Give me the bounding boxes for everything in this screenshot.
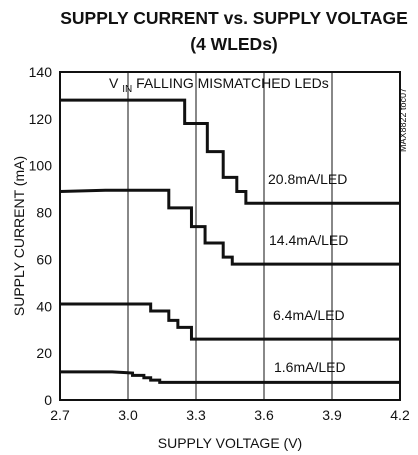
x-tick-label: 3.3 xyxy=(186,407,206,423)
y-tick-label: 40 xyxy=(36,298,52,314)
y-tick-label: 120 xyxy=(29,111,53,127)
main-annotation-suffix: FALLING MISMATCHED LEDs xyxy=(136,75,329,91)
y-tick-label: 0 xyxy=(44,392,52,408)
series-labels: 20.8mA/LED 14.4mA/LED 6.4mA/LED 1.6mA/LED xyxy=(268,171,348,375)
y-tick-label: 80 xyxy=(36,205,52,221)
x-tick-label: 2.7 xyxy=(50,407,70,423)
y-axis-title: SUPPLY CURRENT (mA) xyxy=(11,156,27,316)
series-label-3: 6.4mA/LED xyxy=(273,307,345,323)
series-label-1: 20.8mA/LED xyxy=(268,171,347,187)
series-layer xyxy=(59,98,400,384)
plot-frame xyxy=(59,71,401,401)
figure-id: MAX8822 toc07 xyxy=(398,88,408,152)
x-tick-label: 3.0 xyxy=(118,407,138,423)
series-line-1 xyxy=(60,98,400,205)
series-label-4: 1.6mA/LED xyxy=(274,359,346,375)
series-line-2 xyxy=(59,188,400,266)
x-ticks: 2.7 3.0 3.3 3.6 3.9 4.2 xyxy=(50,407,410,423)
x-tick-label: 3.9 xyxy=(322,407,342,423)
main-annotation: V IN FALLING MISMATCHED LEDs xyxy=(109,75,329,95)
y-tick-label: 140 xyxy=(29,64,53,80)
chart-title-line-1: SUPPLY CURRENT vs. SUPPLY VOLTAGE xyxy=(60,8,408,28)
x-tick-label: 4.2 xyxy=(390,407,410,423)
y-tick-label: 20 xyxy=(36,345,52,361)
series-line-4 xyxy=(60,370,400,384)
series-line-3 xyxy=(60,302,400,341)
y-tick-label: 100 xyxy=(29,158,53,174)
chart-title-line-2: (4 WLEDs) xyxy=(190,34,278,54)
x-tick-label: 3.6 xyxy=(254,407,274,423)
x-axis-title: SUPPLY VOLTAGE (V) xyxy=(158,435,302,451)
y-ticks: 0 20 40 60 80 100 120 140 xyxy=(29,64,53,408)
y-tick-label: 60 xyxy=(36,251,52,267)
main-annotation-subscript: IN xyxy=(122,84,132,95)
main-annotation-prefix: V xyxy=(109,75,119,91)
series-label-2: 14.4mA/LED xyxy=(269,232,348,248)
grid xyxy=(127,72,333,400)
